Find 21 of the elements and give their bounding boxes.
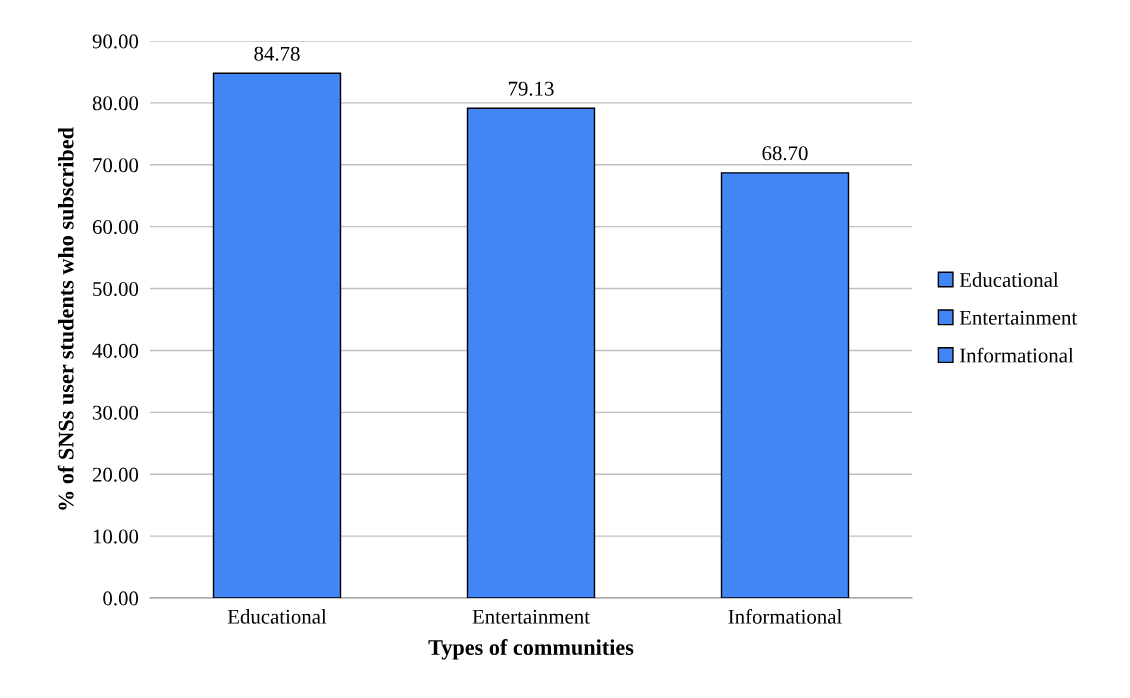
legend-label: Informational xyxy=(959,347,1074,363)
legend-label: Entertainment xyxy=(959,310,1078,325)
x-tick-label: Entertainment xyxy=(472,609,590,624)
y-axis-title: % of SNSs user students who subscribed xyxy=(57,127,74,510)
x-axis-title: Types of communities xyxy=(428,639,634,660)
legend-label: Educational xyxy=(959,272,1059,288)
y-tick-label: 60.00 xyxy=(92,220,139,235)
y-tick-label: 70.00 xyxy=(93,158,139,173)
data-label: 68.70 xyxy=(762,146,808,161)
y-tick-label: 50.00 xyxy=(93,281,139,297)
y-tick-label: 10.00 xyxy=(93,529,139,544)
data-label: 84.78 xyxy=(254,46,300,61)
y-tick-label: 40.00 xyxy=(92,343,139,358)
y-tick-label: 20.00 xyxy=(92,467,139,482)
y-tick-label: 80.00 xyxy=(92,96,139,111)
x-tick-label: Educational xyxy=(227,609,327,624)
y-tick-label: 30.00 xyxy=(93,405,139,420)
data-label: 79.13 xyxy=(508,81,554,96)
y-tick-label: 0.00 xyxy=(103,591,139,606)
y-tick-label: 90.00 xyxy=(92,34,139,49)
x-tick-label: Informational xyxy=(728,608,842,624)
